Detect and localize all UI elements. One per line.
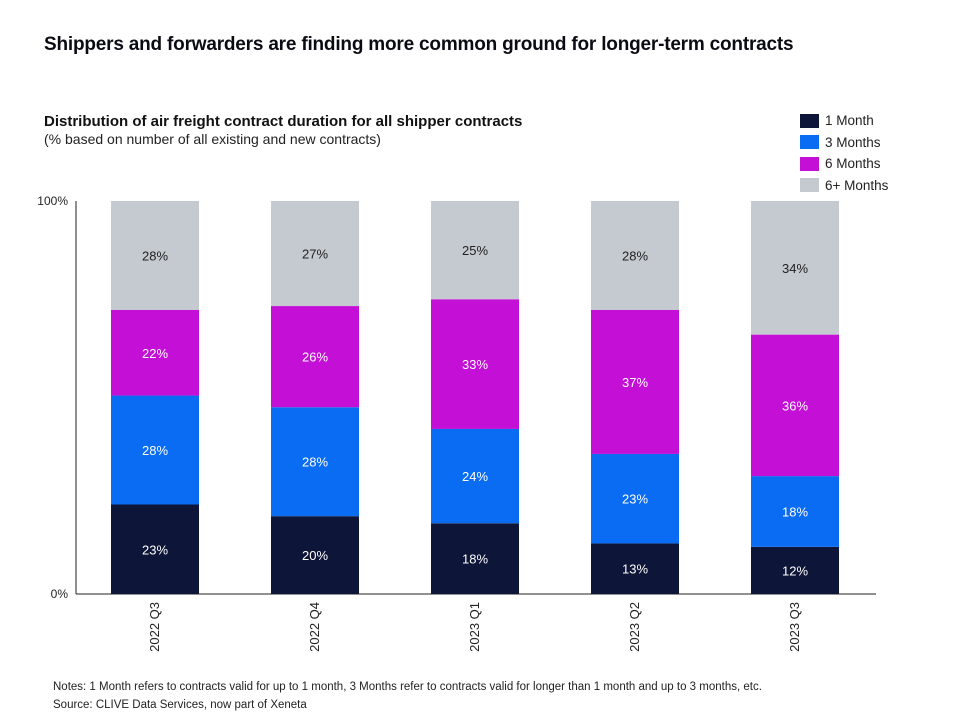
data-label: 26% [302,350,328,365]
data-label: 28% [302,455,328,470]
legend-swatch [800,178,819,193]
chart-notes: Notes: 1 Month refers to contracts valid… [53,681,762,693]
bar-segment [271,407,359,517]
bar-segment [591,543,679,594]
legend-item-1-month: 1 Month [800,110,888,132]
bar-segment [431,299,519,429]
data-label: 18% [782,504,808,519]
bar-segment [111,201,199,310]
bar-segment [591,309,679,454]
chart-legend: 1 Month 3 Months 6 Months 6+ Months [800,110,888,196]
x-tick-label: 2023 Q1 [467,602,482,652]
bar-segment [271,201,359,307]
data-label: 12% [782,563,808,578]
data-label: 23% [622,492,648,507]
data-label: 13% [622,562,648,577]
legend-swatch [800,113,819,128]
y-tick-label: 100% [37,194,68,208]
data-label: 27% [302,247,328,262]
bar-segment [111,309,199,396]
data-label: 28% [622,248,648,263]
bar-segment [751,201,839,335]
x-tick-label: 2023 Q2 [627,602,642,652]
bar-segment [431,428,519,524]
bar-segment [591,453,679,544]
bar-segment [591,201,679,310]
legend-swatch [800,156,819,171]
legend-item-6-plus-months: 6+ Months [800,175,888,197]
page-title: Shippers and forwarders are finding more… [44,34,794,55]
bar-segment [751,334,839,477]
x-tick-label: 2023 Q3 [787,602,802,652]
bar-segment [751,476,839,547]
data-label: 37% [622,375,648,390]
data-label: 33% [462,357,488,372]
legend-label: 1 Month [825,113,874,129]
data-label: 23% [142,542,168,557]
legend-label: 6 Months [825,156,881,172]
bar-segment [111,395,199,505]
data-label: 24% [462,469,488,484]
bar-segment [751,546,839,594]
bar-segment [431,201,519,300]
chart-source: Source: CLIVE Data Services, now part of… [53,699,307,711]
bar-segment [271,306,359,408]
legend-swatch [800,135,819,150]
legend-label: 6+ Months [825,177,889,193]
data-label: 25% [462,243,488,258]
data-label: 34% [782,261,808,276]
data-label: 28% [142,443,168,458]
data-label: 18% [462,552,488,567]
data-label: 28% [142,248,168,263]
chart-title: Distribution of air freight contract dur… [44,113,523,130]
bar-segment [111,504,199,594]
bar-segment [271,516,359,594]
chart-subtitle: (% based on number of all existing and n… [44,131,381,147]
legend-item-3-months: 3 Months [800,132,888,154]
data-label: 36% [782,398,808,413]
data-label: 20% [302,548,328,563]
y-tick-label: 0% [51,587,69,601]
x-tick-label: 2022 Q4 [307,602,322,652]
bar-segment [431,523,519,594]
x-tick-label: 2022 Q3 [147,602,162,652]
data-label: 22% [142,346,168,361]
legend-label: 3 Months [825,134,881,150]
legend-item-6-months: 6 Months [800,153,888,175]
